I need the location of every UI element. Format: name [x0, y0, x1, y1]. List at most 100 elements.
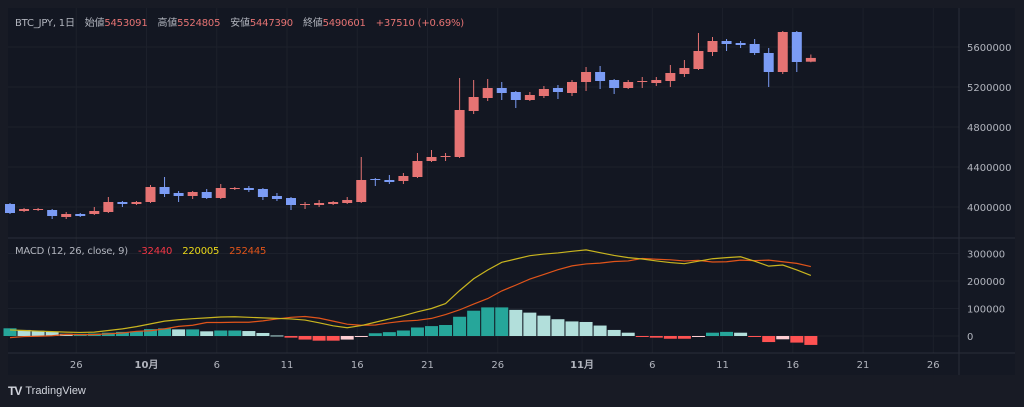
- histogram-bar: [45, 331, 59, 336]
- candle: [370, 178, 381, 186]
- price-tick-label: 4000000: [967, 203, 1012, 214]
- candle: [496, 82, 507, 100]
- candle: [693, 33, 704, 70]
- candle: [567, 80, 577, 96]
- signal-line: [9, 257, 811, 339]
- histogram-bar: [734, 332, 748, 336]
- macd-tick-label: 100000: [967, 304, 1005, 315]
- histogram-bar: [200, 331, 214, 336]
- candle-body: [19, 209, 30, 211]
- candle-body: [384, 180, 395, 182]
- candle-body: [623, 82, 634, 88]
- candle: [89, 207, 100, 215]
- candle: [665, 65, 676, 87]
- candle-body: [131, 202, 142, 204]
- candle: [159, 177, 170, 197]
- candle-body: [805, 57, 816, 62]
- price-axis[interactable]: [959, 8, 1015, 353]
- candle-body: [707, 41, 718, 52]
- low-value: 5447390: [249, 18, 293, 29]
- candle-body: [581, 72, 592, 82]
- candle-body: [271, 196, 282, 199]
- candle: [552, 85, 563, 99]
- candle-body: [468, 97, 479, 111]
- price-axis-labels: 5600000 5200000 4800000 4400000 4000000: [967, 43, 1012, 214]
- time-axis-labels: 26 10月 6 11 16 21 26 11月 6 11 16 21 26: [70, 359, 940, 371]
- candle: [342, 197, 353, 204]
- histogram-bar: [551, 319, 565, 336]
- histogram-bar: [621, 332, 635, 336]
- candle-body: [145, 187, 156, 202]
- histogram-bar: [186, 329, 200, 336]
- histogram-bar: [677, 336, 691, 339]
- tradingview-logo-icon: TV: [8, 384, 22, 398]
- candle-body: [300, 204, 311, 205]
- candle-body: [61, 214, 72, 217]
- histogram-bar: [17, 329, 31, 336]
- histogram-bar: [31, 330, 45, 336]
- histogram-bar: [565, 321, 579, 336]
- candle-body: [567, 82, 577, 93]
- candle: [637, 77, 648, 88]
- macd-lines: [9, 249, 812, 339]
- candle: [145, 185, 156, 203]
- candle: [33, 208, 44, 211]
- time-tick-label: 21: [857, 360, 870, 371]
- histogram-bar: [804, 336, 818, 345]
- candle: [468, 80, 479, 114]
- histogram-bar: [396, 330, 410, 336]
- candle: [412, 153, 423, 178]
- candle: [510, 91, 521, 108]
- time-tick-label: 16: [786, 360, 799, 371]
- candle-body: [89, 211, 100, 214]
- high-value: 5524805: [177, 18, 221, 29]
- histogram-bar: [523, 312, 537, 336]
- candle-body: [117, 202, 128, 204]
- macd-line: [9, 249, 812, 334]
- macd-tick-label: 200000: [967, 277, 1005, 288]
- time-axis[interactable]: [8, 353, 1015, 375]
- candle: [286, 197, 296, 210]
- histogram-bar: [214, 330, 228, 336]
- candle: [201, 189, 212, 199]
- histogram-bar: [593, 325, 607, 336]
- histogram-bar: [607, 329, 621, 336]
- macd-title[interactable]: MACD (12, 26, close, 9): [15, 246, 128, 257]
- candle: [805, 54, 816, 63]
- candle-body: [609, 80, 620, 88]
- histogram-bar: [144, 329, 157, 336]
- histogram-bar: [326, 336, 340, 341]
- candle-body: [510, 92, 521, 100]
- candle: [229, 187, 240, 190]
- candle-body: [440, 156, 451, 157]
- candle: [398, 173, 409, 184]
- candle: [440, 153, 451, 161]
- close-label: 終値: [302, 18, 323, 29]
- candle: [623, 80, 634, 89]
- candle: [131, 201, 142, 205]
- tradingview-logo-text: TradingView: [25, 385, 86, 397]
- histogram-bar: [720, 331, 734, 336]
- histogram-bar: [410, 327, 424, 336]
- candle: [5, 203, 15, 214]
- histogram-bar: [509, 309, 523, 336]
- candle: [61, 212, 72, 219]
- time-tick-label: 6: [214, 360, 220, 371]
- candle: [749, 39, 760, 55]
- candle-body: [286, 198, 296, 205]
- candle-body: [159, 187, 170, 194]
- time-tick-label: 6: [649, 360, 655, 371]
- symbol-label[interactable]: BTC_JPY, 1日: [15, 18, 75, 29]
- tradingview-logo[interactable]: TV TradingView: [8, 384, 86, 398]
- candle: [426, 150, 437, 162]
- candle-body: [187, 192, 198, 196]
- candle-body: [749, 44, 760, 53]
- histogram-bar: [790, 336, 804, 343]
- histogram-bar: [762, 336, 776, 343]
- candle: [524, 92, 535, 101]
- histogram-bar: [284, 336, 298, 338]
- price-tick-label: 4800000: [967, 123, 1012, 134]
- candle-body: [243, 188, 254, 190]
- candle: [454, 78, 465, 158]
